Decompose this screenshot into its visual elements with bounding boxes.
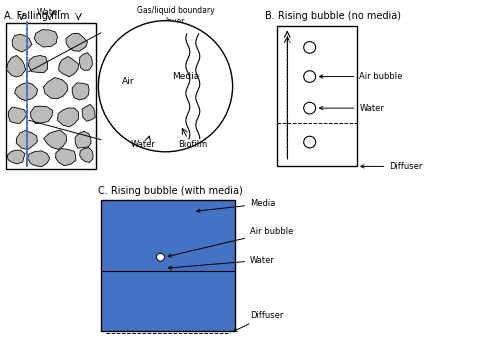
Text: Media: Media: [172, 72, 199, 81]
Circle shape: [304, 42, 316, 53]
Polygon shape: [80, 53, 92, 70]
Circle shape: [304, 102, 316, 114]
Polygon shape: [157, 306, 179, 326]
Polygon shape: [184, 205, 203, 225]
Polygon shape: [44, 78, 68, 99]
Bar: [6, 23, 96, 169]
Polygon shape: [7, 150, 25, 164]
Text: Air: Air: [122, 77, 134, 86]
Polygon shape: [108, 305, 130, 323]
Text: Diffuser: Diffuser: [361, 162, 422, 171]
Polygon shape: [66, 33, 88, 51]
Polygon shape: [172, 282, 192, 302]
Polygon shape: [102, 282, 120, 299]
Polygon shape: [102, 229, 119, 249]
Text: Water: Water: [168, 256, 275, 269]
Polygon shape: [122, 231, 142, 250]
Polygon shape: [34, 30, 58, 47]
Polygon shape: [107, 255, 128, 273]
Text: Air bubble: Air bubble: [168, 227, 294, 257]
Circle shape: [304, 136, 316, 148]
Polygon shape: [82, 105, 96, 121]
Polygon shape: [173, 234, 193, 251]
Polygon shape: [8, 107, 27, 124]
Polygon shape: [123, 283, 144, 301]
Polygon shape: [208, 257, 226, 276]
Polygon shape: [58, 57, 78, 77]
Polygon shape: [56, 149, 76, 166]
Circle shape: [156, 253, 164, 261]
Polygon shape: [14, 82, 38, 100]
Polygon shape: [183, 257, 204, 276]
Text: Media: Media: [196, 199, 276, 213]
Polygon shape: [44, 130, 66, 149]
Polygon shape: [16, 130, 38, 150]
Polygon shape: [58, 108, 78, 127]
Polygon shape: [131, 256, 156, 278]
Text: Diffuser: Diffuser: [234, 311, 283, 331]
Polygon shape: [216, 283, 230, 299]
Polygon shape: [106, 206, 130, 226]
Polygon shape: [146, 228, 170, 249]
Polygon shape: [209, 211, 226, 225]
Polygon shape: [28, 151, 50, 167]
Polygon shape: [80, 148, 93, 162]
Polygon shape: [131, 308, 156, 326]
Text: Air bubble: Air bubble: [320, 72, 403, 81]
Polygon shape: [195, 282, 217, 299]
Polygon shape: [28, 56, 48, 72]
Polygon shape: [147, 281, 169, 300]
Polygon shape: [72, 83, 89, 100]
Polygon shape: [75, 131, 91, 148]
Text: Water: Water: [320, 104, 384, 112]
Text: Biofilm: Biofilm: [178, 140, 208, 149]
Polygon shape: [156, 206, 178, 223]
Circle shape: [98, 21, 232, 152]
Polygon shape: [30, 106, 53, 124]
Polygon shape: [132, 203, 152, 222]
Text: B. Rising bubble (no media): B. Rising bubble (no media): [265, 11, 401, 21]
Text: Water: Water: [130, 140, 156, 149]
Circle shape: [304, 71, 316, 82]
Polygon shape: [218, 230, 232, 248]
Polygon shape: [206, 309, 222, 325]
Polygon shape: [160, 254, 180, 272]
Text: A. Falling film: A. Falling film: [4, 11, 70, 21]
Text: Water: Water: [37, 8, 62, 17]
Polygon shape: [195, 233, 214, 250]
Text: Gas/liquid boundary
layer: Gas/liquid boundary layer: [136, 6, 214, 33]
Polygon shape: [12, 34, 32, 52]
Bar: [278, 26, 357, 166]
Polygon shape: [6, 56, 26, 77]
Polygon shape: [183, 309, 204, 325]
Bar: [101, 200, 235, 332]
Text: C. Rising bubble (with media): C. Rising bubble (with media): [98, 186, 243, 196]
